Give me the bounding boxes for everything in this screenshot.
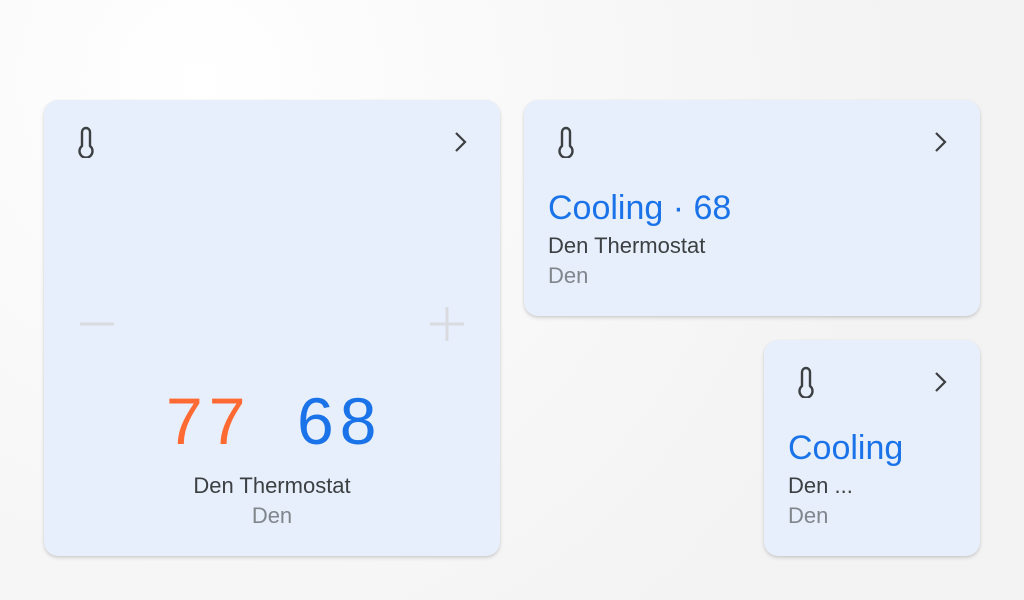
device-name: Den ...	[788, 473, 853, 498]
room-name: Den	[548, 263, 589, 288]
thermometer-icon	[798, 366, 814, 398]
room-name: Den	[788, 503, 829, 528]
chevron-right-icon[interactable]	[933, 371, 949, 393]
thermostat-large-card[interactable]: 77 68 Den Thermostat Den	[44, 100, 500, 556]
thermostat-small-card[interactable]: Cooling Den ... Den	[764, 340, 980, 556]
minus-icon[interactable]	[78, 306, 116, 342]
thermometer-icon	[78, 126, 94, 158]
device-name: Den Thermostat	[193, 473, 351, 498]
thermometer-icon	[558, 126, 574, 158]
plus-icon[interactable]	[428, 306, 466, 342]
room-name: Den	[251, 503, 293, 528]
device-name: Den Thermostat	[548, 233, 706, 258]
status-text: Cooling	[788, 429, 904, 467]
chevron-right-icon[interactable]	[453, 131, 469, 153]
status-text: Cooling · 68	[548, 189, 732, 227]
setpoint-temperature: 68	[297, 384, 383, 458]
chevron-right-icon[interactable]	[933, 131, 949, 153]
thermostat-medium-card[interactable]: Cooling · 68 Den Thermostat Den	[524, 100, 980, 316]
current-temperature: 77	[166, 384, 252, 458]
